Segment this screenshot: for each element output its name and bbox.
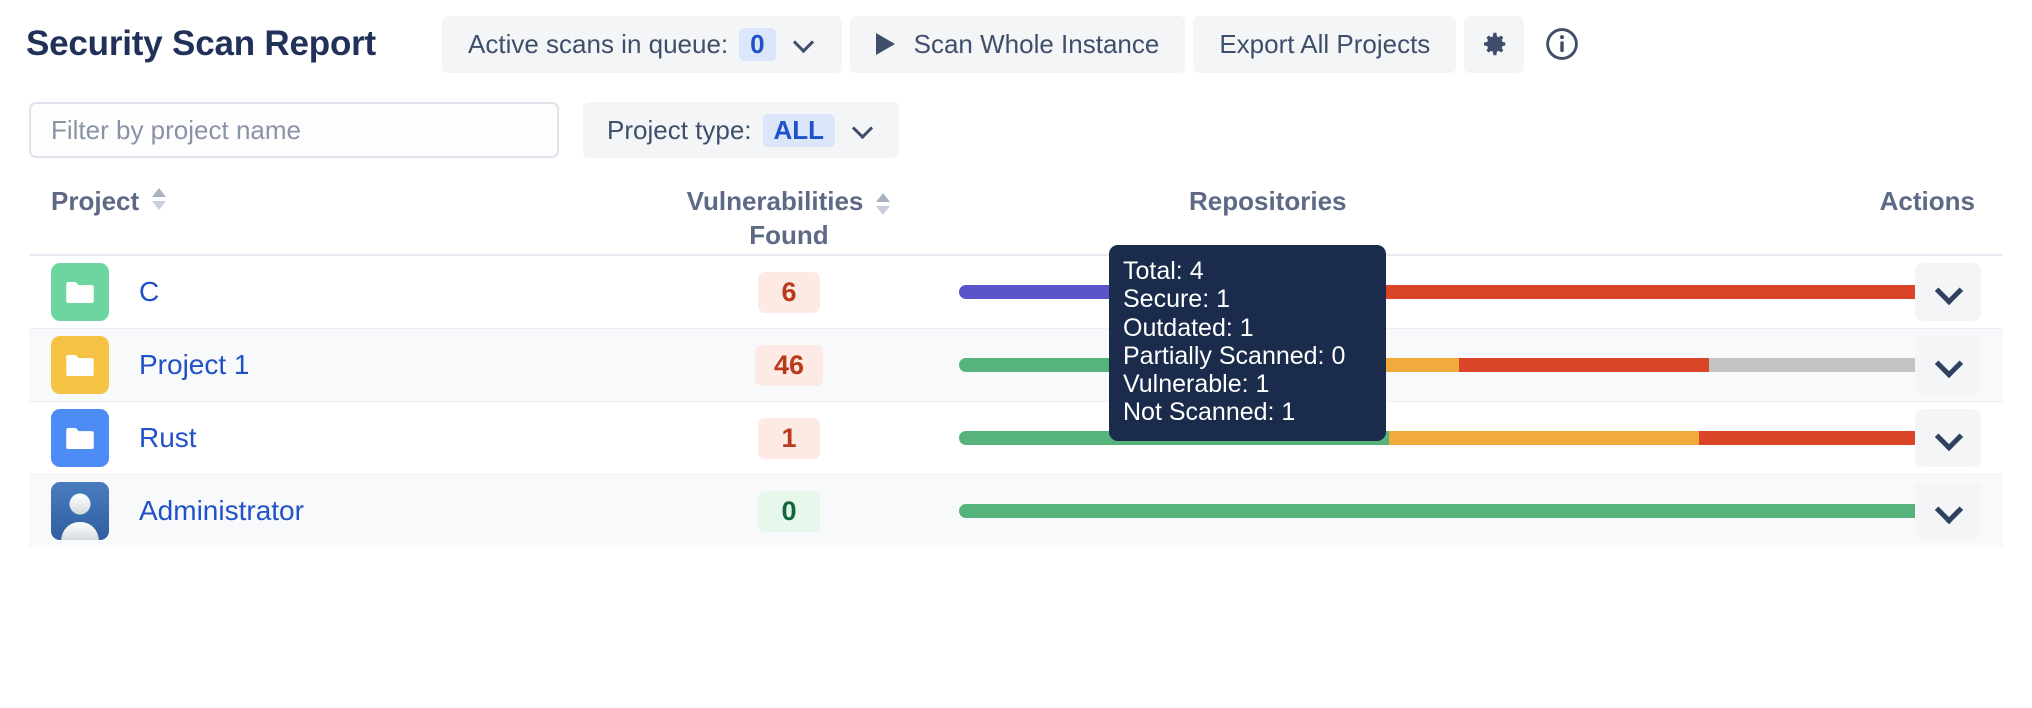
column-header-actions: Actions [1880, 186, 1975, 217]
actions-cell [1915, 409, 1981, 467]
project-icon [51, 263, 109, 321]
chevron-down-icon [1936, 280, 1960, 304]
folder-icon [66, 427, 94, 449]
project-name-link[interactable]: Project 1 [139, 349, 250, 380]
header-toolbar: Active scans in queue: 0 Scan Whole Inst… [442, 15, 1592, 73]
project-cell: C [51, 263, 159, 321]
play-icon [875, 33, 895, 55]
project-name-link[interactable]: C [139, 276, 160, 307]
project-icon [51, 409, 109, 467]
gear-icon [1484, 32, 1506, 56]
tooltip-line: Secure: 1 [1123, 285, 1231, 314]
table-header-row: Project Vulnerabilities Found Repositori… [29, 170, 2003, 256]
active-scans-label: Active scans in queue: [468, 28, 729, 59]
user-avatar-icon [51, 482, 109, 540]
info-button[interactable] [1532, 16, 1592, 73]
chevron-down-icon [794, 33, 816, 55]
table-row[interactable]: Project 1 46 [29, 329, 2003, 401]
column-header-repositories-label: Repositories [1189, 186, 1347, 216]
filter-bar: Project type: ALL [0, 93, 2032, 165]
vulnerabilities-cell: 0 [669, 490, 909, 532]
vulnerability-count-badge: 6 [758, 271, 820, 313]
export-all-projects-button[interactable]: Export All Projects [1193, 15, 1457, 73]
project-icon [51, 482, 109, 540]
bar-segment-vulnerable [1699, 431, 1959, 445]
active-scans-queue-button[interactable]: Active scans in queue: 0 [442, 15, 842, 73]
bar-segment-outdated [1389, 431, 1699, 445]
row-expand-button[interactable] [1915, 482, 1981, 540]
projects-table: Project Vulnerabilities Found Repositori… [0, 170, 2032, 547]
sort-icon[interactable] [151, 188, 167, 210]
chevron-down-icon [853, 119, 875, 141]
row-divider [29, 401, 2003, 402]
tooltip-line: Outdated: 1 [1123, 313, 1254, 342]
settings-button[interactable] [1464, 15, 1525, 73]
project-type-value: ALL [762, 113, 836, 147]
repository-stats-tooltip: Total: 4 Secure: 1 Outdated: 1 Partially… [1109, 245, 1386, 441]
bar-segment-not-scanned [1709, 358, 1959, 372]
bar-segment-vulnerable [1459, 358, 1709, 372]
tooltip-line: Partially Scanned: 0 [1123, 341, 1346, 370]
chevron-down-icon [1936, 426, 1960, 450]
info-circle-icon [1546, 28, 1579, 60]
project-cell: Rust [51, 409, 197, 467]
table-body: C 6 Project 1 46 Rust 1 Administrator 0 [0, 256, 2032, 547]
row-expand-button[interactable] [1915, 409, 1981, 467]
project-name-link[interactable]: Administrator [139, 495, 304, 526]
table-row[interactable]: Rust 1 [29, 402, 2003, 474]
search-input[interactable] [29, 102, 559, 158]
project-icon [51, 336, 109, 394]
repositories-status-bar[interactable] [959, 504, 1959, 518]
scan-whole-instance-label: Scan Whole Instance [913, 28, 1160, 59]
vulnerabilities-cell: 6 [669, 271, 909, 313]
row-expand-button[interactable] [1915, 336, 1981, 394]
project-cell: Administrator [51, 482, 304, 540]
actions-cell [1915, 263, 1981, 321]
bar-segment-vulnerable [1309, 285, 1959, 299]
project-cell: Project 1 [51, 336, 250, 394]
folder-icon [66, 354, 94, 376]
project-type-label: Project type: [607, 114, 752, 145]
vulnerabilities-cell: 1 [669, 417, 909, 459]
vulnerabilities-cell: 46 [669, 344, 909, 386]
vulnerability-count-badge: 46 [754, 344, 824, 386]
actions-cell [1915, 482, 1981, 540]
folder-icon [66, 281, 94, 303]
row-divider [29, 328, 2003, 329]
chevron-down-icon [1936, 499, 1960, 523]
tooltip-line: Vulnerable: 1 [1123, 370, 1270, 398]
vulnerability-count-badge: 1 [758, 417, 820, 459]
scan-whole-instance-button[interactable]: Scan Whole Instance [849, 15, 1186, 73]
column-header-vulnerabilities-sublabel: Found [749, 220, 829, 250]
active-scans-count: 0 [739, 27, 776, 61]
column-header-actions-label: Actions [1879, 186, 1975, 216]
project-type-dropdown[interactable]: Project type: ALL [583, 102, 900, 158]
bar-segment-secure [959, 504, 1959, 518]
column-header-project[interactable]: Project [51, 186, 167, 217]
column-header-vulnerabilities[interactable]: Vulnerabilities Found [669, 186, 909, 251]
column-header-vulnerabilities-label: Vulnerabilities [686, 186, 864, 216]
chevron-down-icon [1936, 353, 1960, 377]
vulnerability-count-badge: 0 [758, 490, 820, 532]
project-name-link[interactable]: Rust [139, 422, 197, 453]
column-header-repositories: Repositories [1189, 186, 1347, 217]
tooltip-line: Total: 4 [1123, 257, 1204, 285]
sort-icon[interactable] [875, 192, 891, 215]
table-row[interactable]: Administrator 0 [29, 475, 2003, 547]
tooltip-line: Not Scanned: 1 [1123, 398, 1296, 427]
actions-cell [1915, 336, 1981, 394]
row-divider [29, 474, 2003, 475]
page-title: Security Scan Report [26, 24, 376, 63]
row-expand-button[interactable] [1915, 263, 1981, 321]
export-all-projects-label: Export All Projects [1219, 28, 1431, 59]
column-header-project-label: Project [51, 186, 140, 216]
page-header: Security Scan Report Active scans in que… [0, 0, 2032, 88]
